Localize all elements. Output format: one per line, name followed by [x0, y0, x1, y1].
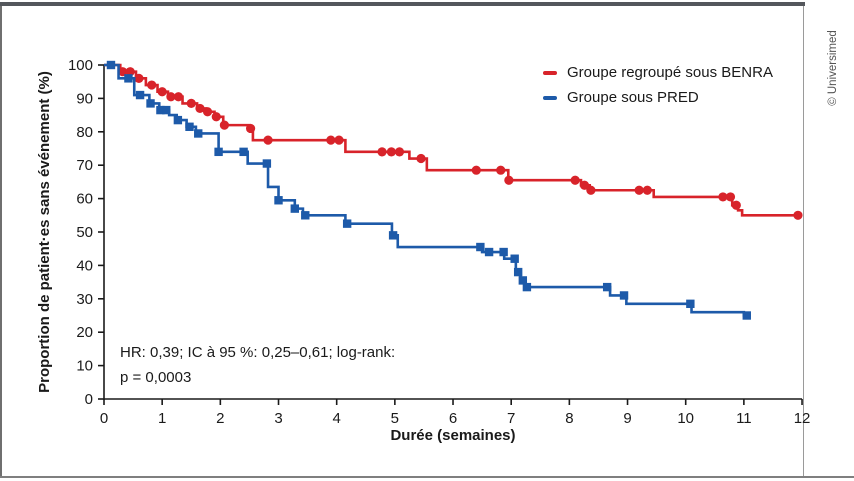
stats-annotation-line2: p = 0,0003	[120, 369, 192, 386]
svg-text:8: 8	[565, 410, 573, 427]
legend-swatch-benra-icon	[543, 70, 557, 75]
svg-text:2: 2	[216, 410, 224, 427]
bottom-border-line	[0, 476, 854, 478]
svg-text:9: 9	[623, 410, 631, 427]
legend: Groupe regroupé sous BENRA Groupe sous P…	[543, 60, 773, 110]
top-border-bar	[0, 2, 805, 6]
svg-text:4: 4	[333, 410, 341, 427]
legend-item-pred: Groupe sous PRED	[543, 85, 773, 110]
svg-text:40: 40	[76, 257, 93, 274]
svg-text:0: 0	[100, 410, 108, 427]
svg-text:70: 70	[76, 157, 93, 174]
legend-swatch-pred-icon	[543, 95, 557, 100]
svg-text:0: 0	[85, 391, 93, 408]
x-axis-title: Durée (semaines)	[390, 427, 516, 444]
svg-text:50: 50	[76, 224, 93, 241]
svg-text:10: 10	[76, 358, 93, 375]
svg-text:1: 1	[158, 410, 166, 427]
svg-text:12: 12	[794, 410, 811, 427]
copyright-label: © Universimed	[827, 30, 839, 106]
svg-text:20: 20	[76, 324, 93, 341]
svg-text:7: 7	[507, 410, 515, 427]
svg-text:80: 80	[76, 124, 93, 141]
svg-text:100: 100	[68, 57, 93, 74]
svg-text:60: 60	[76, 191, 93, 208]
svg-text:11: 11	[736, 410, 752, 427]
legend-label-benra: Groupe regroupé sous BENRA	[567, 64, 773, 81]
y-axis-title: Proportion de patient·es sans événement …	[36, 71, 53, 393]
svg-text:5: 5	[391, 410, 399, 427]
legend-item-benra: Groupe regroupé sous BENRA	[543, 60, 773, 85]
stats-annotation: HR: 0,39; IC à 95 %: 0,25–0,61; log-rank…	[120, 340, 395, 390]
stats-annotation-line1: HR: 0,39; IC à 95 %: 0,25–0,61; log-rank…	[120, 344, 396, 361]
svg-text:3: 3	[274, 410, 282, 427]
svg-text:6: 6	[449, 410, 457, 427]
svg-text:90: 90	[76, 90, 93, 107]
svg-text:30: 30	[76, 291, 93, 308]
svg-text:10: 10	[677, 410, 694, 427]
legend-label-pred: Groupe sous PRED	[567, 89, 699, 106]
